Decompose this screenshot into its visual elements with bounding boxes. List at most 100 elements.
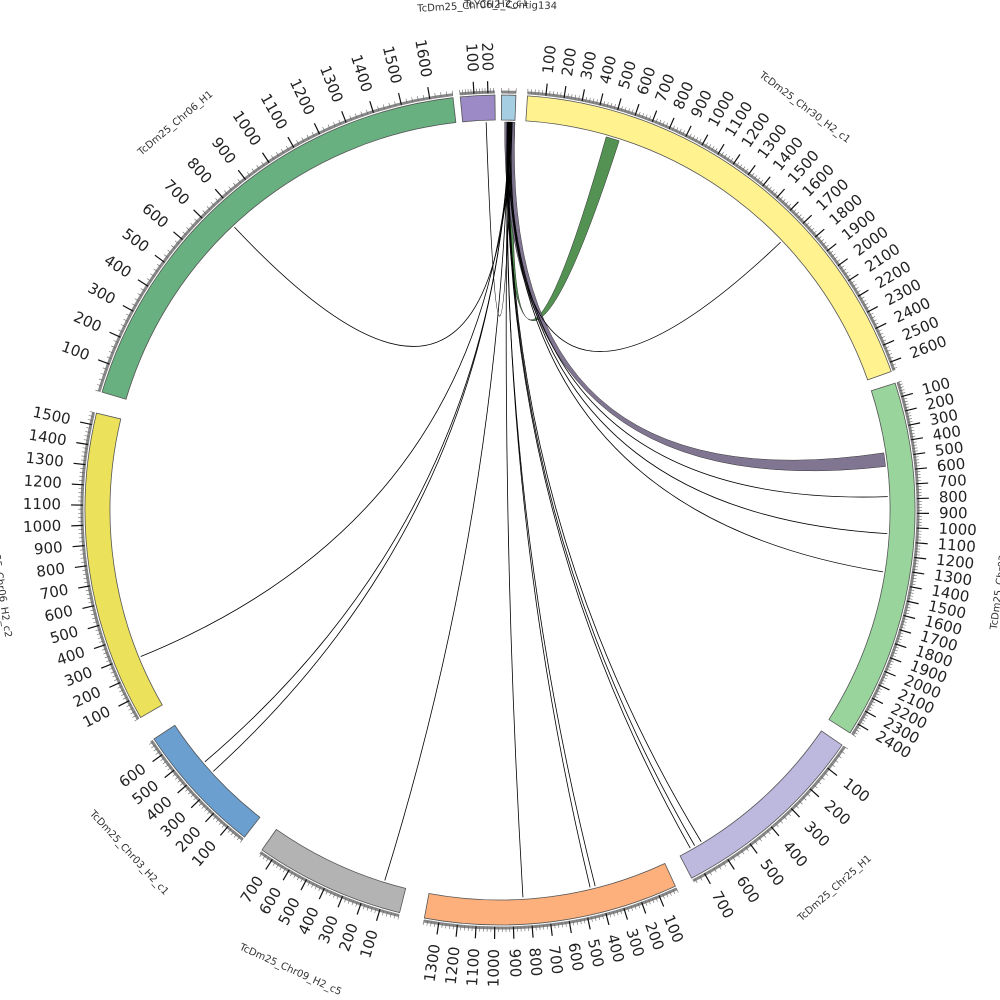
minor-tick <box>655 118 658 124</box>
minor-tick <box>768 186 772 191</box>
minor-tick <box>806 792 811 797</box>
minor-tick <box>430 921 432 927</box>
minor-tick <box>322 126 326 132</box>
minor-tick <box>651 898 655 904</box>
major-tick <box>894 643 907 649</box>
minor-tick <box>85 589 91 592</box>
major-tick <box>732 154 741 165</box>
minor-tick <box>840 750 845 754</box>
minor-tick <box>221 823 226 828</box>
minor-tick <box>81 561 87 563</box>
minor-tick <box>393 913 396 919</box>
minor-tick <box>665 892 669 898</box>
ideogram-band-chr25h1 <box>692 745 846 883</box>
minor-tick <box>870 700 876 704</box>
minor-tick <box>839 265 845 269</box>
minor-tick <box>224 190 228 195</box>
minor-tick <box>906 603 912 606</box>
minor-tick <box>876 329 882 333</box>
minor-tick <box>634 904 637 910</box>
minor-tick <box>100 373 106 376</box>
segments-layer <box>84 94 916 926</box>
minor-tick <box>892 649 898 652</box>
minor-tick <box>669 890 672 896</box>
minor-tick <box>877 687 882 690</box>
major-tick <box>916 527 929 530</box>
link-contig134-chr30h2c1 <box>507 121 620 321</box>
minor-tick <box>233 833 238 838</box>
minor-tick <box>95 389 101 392</box>
minor-tick <box>207 810 212 815</box>
minor-tick <box>565 921 567 927</box>
major-tick <box>827 767 838 776</box>
major-tick <box>913 452 926 456</box>
minor-tick <box>662 121 665 127</box>
minor-tick <box>911 574 917 577</box>
minor-tick <box>549 90 551 96</box>
major-tick <box>906 600 919 605</box>
minor-tick <box>754 840 758 845</box>
major-tick <box>177 784 187 794</box>
minor-tick <box>896 380 902 383</box>
minor-tick <box>624 107 627 113</box>
minor-tick <box>123 319 129 322</box>
minor-tick <box>637 903 641 909</box>
minor-tick <box>261 161 265 167</box>
minor-tick <box>888 356 894 360</box>
major-tick <box>154 254 165 263</box>
minor-tick <box>591 916 593 922</box>
major-tick <box>545 83 548 96</box>
minor-tick <box>718 864 722 870</box>
minor-tick <box>344 897 347 903</box>
tick-label: 600 <box>43 602 75 626</box>
minor-tick <box>151 744 156 749</box>
minor-tick <box>227 828 232 833</box>
minor-tick <box>854 287 859 291</box>
minor-tick <box>810 227 815 232</box>
link-chr25h1-contig134 <box>506 122 691 849</box>
minor-tick <box>259 852 263 858</box>
major-tick <box>287 136 295 148</box>
minor-tick <box>842 268 847 272</box>
tick-label: 100 <box>462 43 482 73</box>
tick-label: 1300 <box>933 566 973 589</box>
minor-tick <box>907 418 913 420</box>
minor-tick <box>913 560 919 562</box>
minor-tick <box>388 102 391 108</box>
major-tick <box>866 306 878 313</box>
minor-tick <box>699 875 703 881</box>
minor-tick <box>603 101 606 107</box>
ideogram-band-chr09h1 <box>423 887 678 930</box>
minor-tick <box>83 439 89 441</box>
minor-tick <box>905 606 911 609</box>
minor-tick <box>907 421 913 423</box>
major-tick <box>809 788 820 798</box>
minor-tick <box>120 693 126 696</box>
minor-tick <box>662 893 665 899</box>
tick-label: 800 <box>525 947 545 977</box>
minor-tick <box>280 148 285 154</box>
minor-tick <box>620 106 623 112</box>
minor-tick <box>868 312 874 316</box>
tick-label: 1400 <box>347 52 376 94</box>
minor-tick <box>912 450 918 452</box>
minor-tick <box>897 383 903 386</box>
minor-tick <box>879 681 885 685</box>
segment-label-chr06h1: TcDm25_Chr06_H1 <box>135 89 215 159</box>
minor-tick <box>122 696 128 700</box>
segment-chr25h1 <box>679 730 843 879</box>
major-tick <box>472 81 475 94</box>
minor-tick <box>869 703 875 706</box>
minor-tick <box>910 583 916 585</box>
minor-tick <box>833 759 839 763</box>
ideogram-band-chr03h2c1 <box>150 739 244 841</box>
link-chr03h2c1-contig134 <box>204 122 511 763</box>
major-tick <box>802 214 813 224</box>
minor-tick <box>132 714 138 718</box>
link-chr03h1c1-contig134 <box>508 122 888 535</box>
minor-tick <box>695 137 699 142</box>
minor-tick <box>675 127 679 133</box>
segment-label-chr06h2c2: TcDm25_Chr06_H2_c2 <box>0 526 13 638</box>
